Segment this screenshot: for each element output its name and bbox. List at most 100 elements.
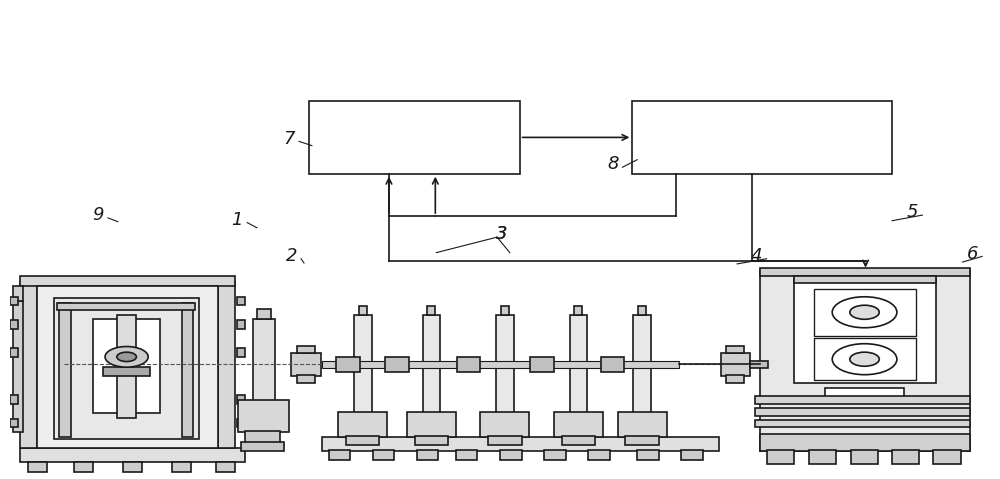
- Bar: [415, 436, 448, 445]
- Bar: [10, 320, 18, 329]
- Bar: [309, 101, 520, 174]
- Text: 3: 3: [496, 225, 508, 243]
- Bar: [794, 276, 936, 283]
- Bar: [755, 396, 970, 404]
- Bar: [767, 450, 794, 464]
- Bar: [794, 279, 936, 383]
- Circle shape: [105, 346, 148, 367]
- Circle shape: [117, 352, 136, 362]
- Circle shape: [850, 305, 879, 319]
- Bar: [28, 462, 47, 472]
- Bar: [755, 408, 970, 416]
- Bar: [726, 345, 744, 353]
- Bar: [57, 303, 195, 310]
- Text: 5: 5: [907, 203, 918, 221]
- Bar: [496, 315, 514, 413]
- Bar: [554, 412, 603, 437]
- Bar: [530, 357, 554, 372]
- Bar: [456, 450, 477, 460]
- Bar: [760, 268, 970, 276]
- Bar: [37, 286, 218, 448]
- Bar: [54, 298, 199, 439]
- Bar: [385, 357, 409, 372]
- Bar: [618, 412, 667, 437]
- Bar: [427, 306, 435, 315]
- Bar: [574, 413, 582, 422]
- Bar: [562, 436, 595, 445]
- Bar: [241, 442, 284, 451]
- Bar: [117, 315, 136, 418]
- Bar: [93, 319, 160, 413]
- Bar: [59, 303, 71, 437]
- Bar: [257, 400, 271, 411]
- Bar: [172, 462, 191, 472]
- Text: 7: 7: [284, 130, 295, 148]
- Bar: [760, 434, 970, 451]
- Text: 4: 4: [751, 247, 763, 265]
- Bar: [13, 300, 23, 432]
- Bar: [373, 450, 394, 460]
- Bar: [637, 450, 659, 460]
- Bar: [457, 357, 480, 372]
- Bar: [574, 306, 582, 315]
- Bar: [760, 270, 970, 451]
- Circle shape: [832, 344, 897, 375]
- Bar: [633, 315, 651, 413]
- Bar: [245, 431, 280, 444]
- Bar: [10, 395, 18, 404]
- Circle shape: [832, 297, 897, 328]
- Bar: [720, 353, 750, 376]
- Bar: [681, 450, 703, 460]
- Bar: [291, 353, 321, 376]
- Bar: [218, 282, 235, 448]
- Bar: [601, 357, 624, 372]
- Text: 6: 6: [967, 245, 978, 262]
- Bar: [570, 315, 587, 413]
- Bar: [20, 282, 37, 448]
- Bar: [726, 375, 744, 383]
- Bar: [501, 306, 509, 315]
- Bar: [10, 419, 18, 427]
- Bar: [750, 361, 768, 368]
- Bar: [423, 315, 440, 413]
- Bar: [625, 436, 659, 445]
- Bar: [103, 367, 150, 376]
- Bar: [336, 357, 360, 372]
- Bar: [480, 412, 529, 437]
- Bar: [322, 361, 679, 368]
- Bar: [257, 309, 271, 319]
- Bar: [346, 436, 379, 445]
- Bar: [417, 450, 438, 460]
- Bar: [20, 276, 235, 286]
- Bar: [253, 319, 275, 401]
- Bar: [359, 306, 367, 315]
- Bar: [825, 388, 904, 401]
- Bar: [10, 348, 18, 357]
- Bar: [359, 413, 367, 422]
- Bar: [632, 101, 892, 174]
- Bar: [297, 375, 315, 383]
- Bar: [182, 303, 193, 437]
- Bar: [892, 450, 919, 464]
- Bar: [328, 450, 350, 460]
- Bar: [354, 315, 372, 413]
- Bar: [814, 289, 916, 336]
- Bar: [123, 462, 142, 472]
- Bar: [427, 413, 435, 422]
- Bar: [933, 450, 961, 464]
- Bar: [13, 286, 23, 300]
- Text: 8: 8: [607, 155, 618, 173]
- Circle shape: [850, 352, 879, 366]
- Bar: [638, 413, 646, 422]
- Bar: [488, 436, 522, 445]
- Bar: [544, 450, 566, 460]
- Bar: [338, 412, 387, 437]
- Bar: [814, 338, 916, 380]
- Bar: [407, 412, 456, 437]
- Text: 1: 1: [232, 211, 243, 229]
- Bar: [74, 462, 93, 472]
- Bar: [588, 450, 610, 460]
- Bar: [237, 348, 245, 357]
- Bar: [500, 450, 522, 460]
- Bar: [20, 448, 245, 463]
